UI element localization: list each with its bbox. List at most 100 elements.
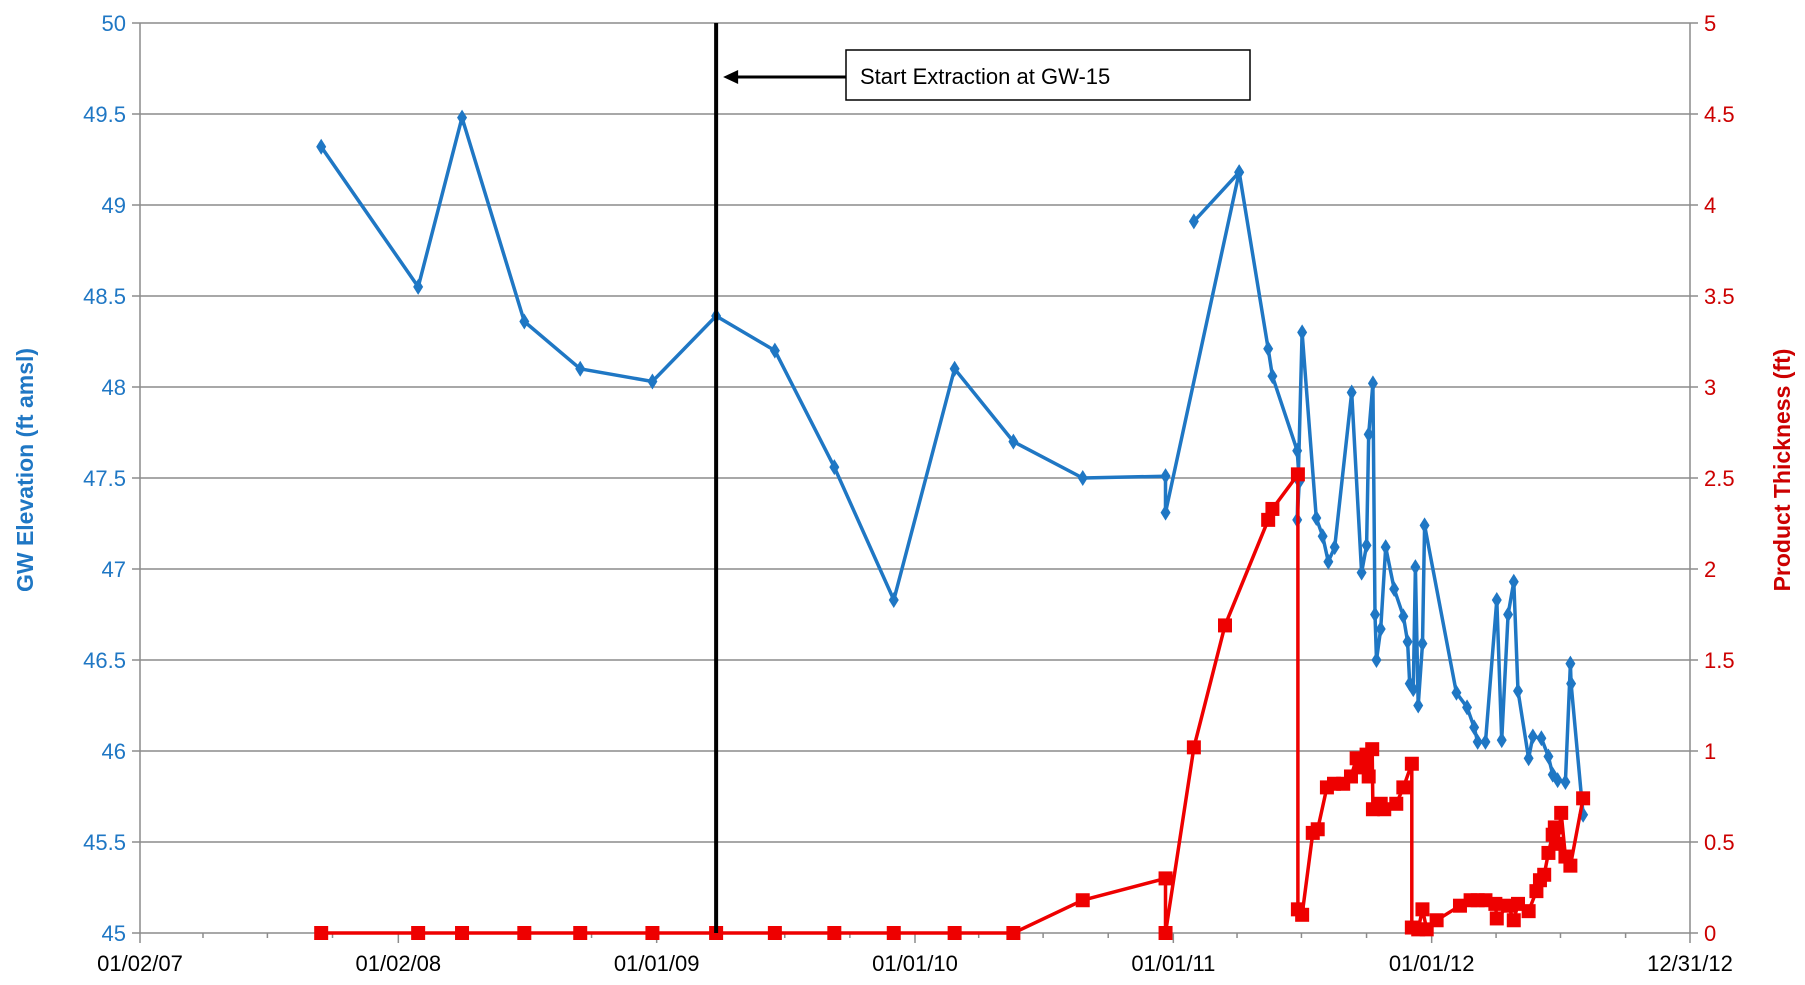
series-1-point	[1524, 750, 1534, 766]
series-2-point	[1522, 904, 1536, 918]
series-2-line	[321, 474, 1583, 933]
series-1-point	[1565, 656, 1575, 672]
series-2-point	[645, 926, 659, 940]
series-2-point	[1159, 926, 1173, 940]
series-2-point	[1551, 837, 1565, 851]
series-1-point	[1420, 517, 1430, 533]
series-1-point	[1492, 592, 1502, 608]
series-1-point	[575, 361, 585, 377]
series-1-point	[1503, 607, 1513, 623]
axes	[132, 23, 1698, 943]
y-left-tick-label: 47	[102, 557, 126, 582]
y-left-tick-label: 45.5	[83, 830, 126, 855]
y-right-axis-title: Product Thickness (ft)	[1769, 349, 1795, 592]
y-right-tick-label: 1	[1704, 739, 1716, 764]
y-right-tick-label: 4	[1704, 193, 1716, 218]
series-2-point	[314, 926, 328, 940]
series-2-point	[411, 926, 425, 940]
series-2-point	[1415, 902, 1429, 916]
series-1-point	[1161, 505, 1171, 521]
series-2-point	[887, 926, 901, 940]
x-tick-label: 01/02/08	[356, 951, 442, 976]
y-right-tick-label: 2	[1704, 557, 1716, 582]
series-2-point	[1291, 467, 1305, 481]
series-1-point	[1410, 559, 1420, 575]
y-right-tick-label: 3	[1704, 375, 1716, 400]
y-right-tick-label: 3.5	[1704, 284, 1735, 309]
x-tick-label: 01/02/07	[97, 951, 183, 976]
series-1-line	[321, 118, 1583, 815]
y-left-axis-title: GW Elevation (ft amsl)	[12, 348, 38, 592]
gridlines	[140, 23, 1690, 842]
series-2-point	[517, 926, 531, 940]
series-1-point	[1497, 732, 1507, 748]
series-2-point	[1548, 820, 1562, 834]
x-tick-label: 12/31/12	[1647, 951, 1733, 976]
y-left-tick-label: 49.5	[83, 102, 126, 127]
series-1-point	[1368, 375, 1378, 391]
series-2-point	[1006, 926, 1020, 940]
y-right-tick-label: 0	[1704, 921, 1716, 946]
series-2-point	[1218, 618, 1232, 632]
series-2-point	[1311, 822, 1325, 836]
y-right-tick-label: 0.5	[1704, 830, 1735, 855]
series-1-point	[1381, 539, 1391, 555]
series-group	[314, 110, 1590, 940]
series-2-point	[1430, 913, 1444, 927]
series-2-point	[1377, 802, 1391, 816]
series-1-point	[1371, 652, 1381, 668]
series-2-point	[827, 926, 841, 940]
series-2-point	[1389, 797, 1403, 811]
x-tick-labels: 01/02/07 01/02/08 01/01/09 01/01/10 01/01/11…	[97, 951, 1733, 976]
series-1-point	[1161, 468, 1171, 484]
y-left-tick-label: 46	[102, 739, 126, 764]
y-left-tick-label: 50	[102, 11, 126, 36]
y-left-tick-label: 47.5	[83, 466, 126, 491]
series-2-point	[948, 926, 962, 940]
series-1-point	[1509, 574, 1519, 590]
series-2-point	[1554, 806, 1568, 820]
series-2-point	[1159, 871, 1173, 885]
series-1-point	[1413, 698, 1423, 714]
annotation-text: Start Extraction at GW-15	[860, 64, 1110, 89]
series-1-point	[1528, 728, 1538, 744]
series-2-point	[1076, 893, 1090, 907]
series-1-point	[1263, 341, 1273, 357]
series-1-point	[1357, 565, 1367, 581]
series-1-point	[1362, 537, 1372, 553]
x-tick-label: 01/01/12	[1389, 951, 1475, 976]
series-2-point	[1295, 908, 1309, 922]
series-1-point	[1403, 634, 1413, 650]
annotation-arrow-head	[723, 70, 738, 84]
series-2-point	[455, 926, 469, 940]
series-2-point	[1537, 868, 1551, 882]
series-1-point	[1513, 683, 1523, 699]
series-1-point	[1417, 636, 1427, 652]
x-tick-label: 01/01/09	[614, 951, 700, 976]
y-right-tick-label: 5	[1704, 11, 1716, 36]
y-left-tick-label: 48.5	[83, 284, 126, 309]
series-2-point	[1488, 897, 1502, 911]
y-left-tick-label: 45	[102, 921, 126, 946]
x-tick-label: 01/01/10	[872, 951, 958, 976]
series-2-point	[1490, 911, 1504, 925]
series-2-point	[1187, 740, 1201, 754]
series-1-point	[1560, 774, 1570, 790]
y-left-tick-label: 46.5	[83, 648, 126, 673]
series-2-point	[573, 926, 587, 940]
series-2-point	[1362, 769, 1376, 783]
y-left-tick-label: 49	[102, 193, 126, 218]
series-2-point	[1365, 742, 1379, 756]
y-right-tick-label: 4.5	[1704, 102, 1735, 127]
y-left-tick-labels: 45 45.5 46 46.5 47 47.5 48 48.5 49 49.5 50	[83, 11, 126, 946]
series-2-point	[1507, 913, 1521, 927]
x-tick-label: 01/01/11	[1131, 951, 1215, 976]
series-2-point	[1563, 859, 1577, 873]
y-right-tick-labels: 0 0.5 1 1.5 2 2.5 3 3.5 4 4.5 5	[1704, 11, 1735, 946]
series-1-point	[1297, 324, 1307, 340]
series-1-point	[1480, 734, 1490, 750]
series-2-point	[768, 926, 782, 940]
series-2-point	[1405, 757, 1419, 771]
y-right-tick-label: 2.5	[1704, 466, 1735, 491]
